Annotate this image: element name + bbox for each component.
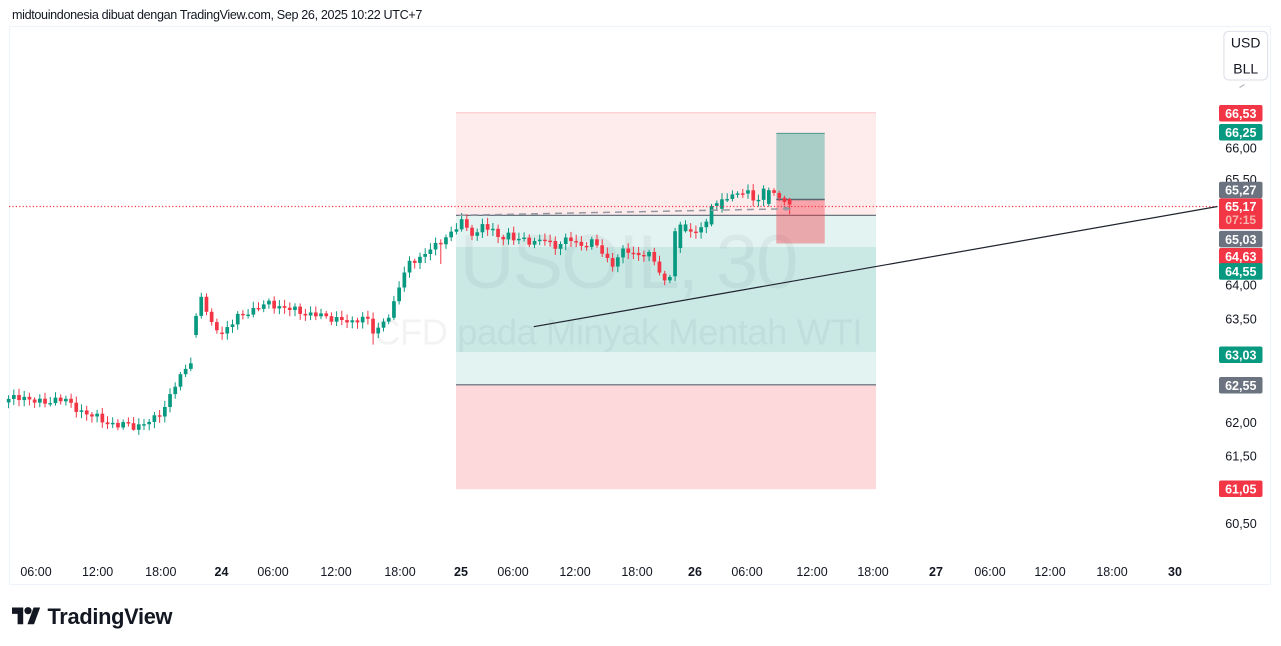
svg-text:USOIL, 30: USOIL, 30 [460,220,797,305]
svg-text:62,55: 62,55 [1225,379,1256,393]
svg-text:midtouindonesia dibuat dengan: midtouindonesia dibuat dengan TradingVie… [12,8,422,22]
svg-text:18:00: 18:00 [1096,565,1127,579]
svg-text:64,00: 64,00 [1225,279,1257,293]
svg-text:USD: USD [1231,35,1261,51]
svg-text:30: 30 [1168,565,1182,579]
svg-text:12:00: 12:00 [1034,565,1065,579]
svg-text:27: 27 [929,565,943,579]
svg-text:18:00: 18:00 [384,565,415,579]
svg-text:06:00: 06:00 [974,565,1005,579]
svg-text:61,50: 61,50 [1225,450,1257,464]
svg-text:66,25: 66,25 [1225,126,1256,140]
svg-text:06:00: 06:00 [731,565,762,579]
svg-text:26: 26 [688,565,702,579]
svg-text:12:00: 12:00 [82,565,113,579]
svg-text:18:00: 18:00 [857,565,888,579]
svg-text:06:00: 06:00 [497,565,528,579]
svg-text:65,03: 65,03 [1225,233,1256,247]
svg-text:06:00: 06:00 [257,565,288,579]
svg-text:BLL: BLL [1233,61,1258,77]
svg-text:12:00: 12:00 [796,565,827,579]
svg-text:12:00: 12:00 [559,565,590,579]
svg-text:64,55: 64,55 [1225,265,1256,279]
svg-text:18:00: 18:00 [621,565,652,579]
svg-text:66,00: 66,00 [1225,142,1257,156]
svg-text:TradingView: TradingView [48,604,173,629]
svg-text:07:15: 07:15 [1225,213,1256,227]
svg-text:65,27: 65,27 [1225,184,1256,198]
svg-text:63,50: 63,50 [1225,313,1257,327]
svg-text:66,53: 66,53 [1225,107,1256,121]
svg-text:24: 24 [215,565,229,579]
svg-text:65,17: 65,17 [1225,200,1256,214]
svg-text:CFD pada Minyak Mentah WTI: CFD pada Minyak Mentah WTI [374,312,862,353]
svg-text:62,00: 62,00 [1225,416,1257,430]
svg-text:18:00: 18:00 [145,565,176,579]
svg-text:12:00: 12:00 [320,565,351,579]
svg-text:06:00: 06:00 [20,565,51,579]
svg-text:64,63: 64,63 [1225,250,1256,264]
svg-text:61,05: 61,05 [1225,482,1256,496]
svg-text:25: 25 [454,565,468,579]
svg-text:60,50: 60,50 [1225,517,1257,531]
svg-text:63,03: 63,03 [1225,348,1256,362]
